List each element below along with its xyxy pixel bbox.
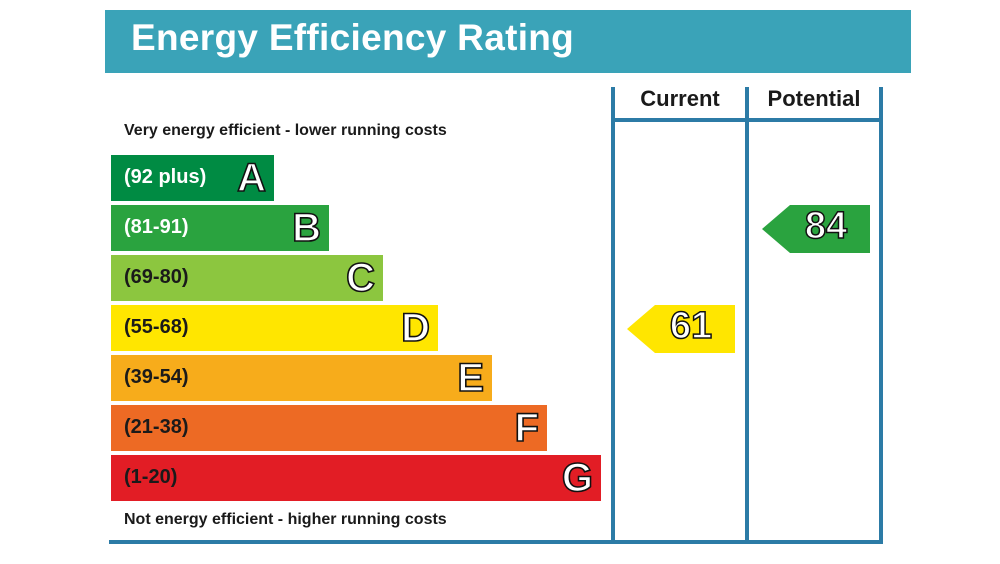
bottom-note: Not energy efficient - higher running co… — [124, 511, 447, 528]
table-header-line — [611, 118, 883, 122]
band-range-label: (55-68) — [124, 316, 189, 338]
table-line-left — [611, 87, 615, 544]
current-rating-arrow-value: 61 — [669, 304, 713, 348]
potential-rating-arrow-shape — [762, 205, 870, 253]
band-letter: C — [345, 255, 375, 301]
potential-rating-arrow: 84 — [762, 204, 870, 253]
potential-rating-arrow-value: 84 — [804, 204, 848, 248]
current-rating-arrow: 61 — [627, 304, 735, 353]
band-letter: D — [400, 305, 430, 351]
current-rating-arrow-shape — [627, 305, 735, 353]
band-a: (92 plus) A — [111, 155, 274, 201]
band-range-label: (39-54) — [124, 366, 189, 388]
current-column-header: Current — [640, 86, 720, 111]
potential-column-header: Potential — [767, 86, 861, 111]
chart-title: Energy Efficiency Rating — [131, 17, 575, 58]
band-letter: B — [291, 205, 321, 251]
band-letter: A — [236, 155, 266, 201]
table-line-middle — [745, 87, 749, 544]
band-e: (39-54) E — [111, 355, 492, 401]
band-range-label: (69-80) — [124, 266, 189, 288]
table-bottom-line — [109, 540, 883, 544]
band-c: (69-80) C — [111, 255, 383, 301]
band-d: (55-68) D — [111, 305, 438, 351]
band-f: (21-38) F — [111, 405, 547, 451]
band-range-label: (92 plus) — [124, 166, 207, 188]
band-range-label: (1-20) — [124, 466, 178, 488]
band-g: (1-20) G — [111, 455, 601, 501]
header-banner: Energy Efficiency Rating — [105, 10, 911, 73]
band-range-label: (21-38) — [124, 416, 189, 438]
band-letter: G — [561, 455, 594, 501]
band-range-label: (81-91) — [124, 216, 189, 238]
band-letter: E — [457, 355, 485, 401]
table-line-right — [879, 87, 883, 544]
band-letter: F — [514, 405, 540, 451]
band-b: (81-91) B — [111, 205, 329, 251]
top-note: Very energy efficient - lower running co… — [124, 122, 447, 139]
